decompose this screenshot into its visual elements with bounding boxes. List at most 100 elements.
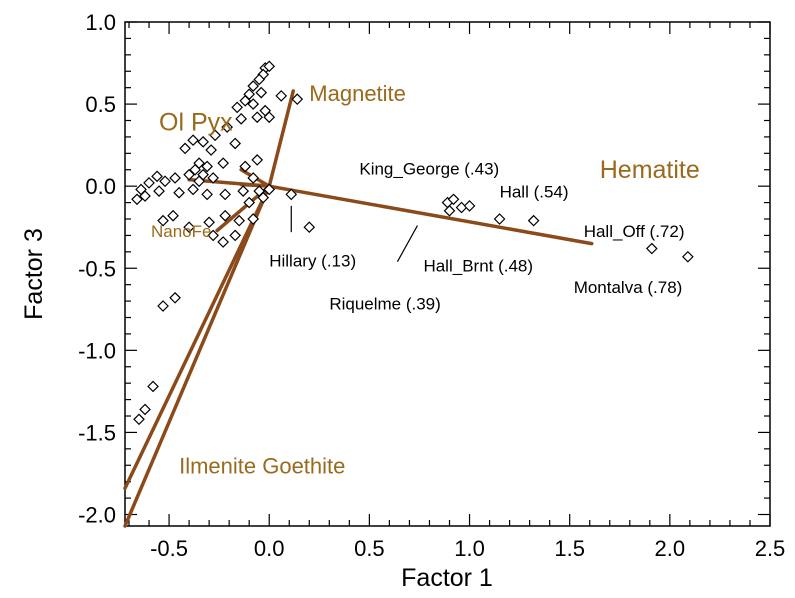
data-point (193, 175, 205, 188)
data-point (205, 144, 217, 156)
loading-vector-ilmenite (123, 184, 271, 528)
data-point (169, 291, 181, 304)
data-point (201, 160, 213, 173)
data-point (275, 90, 288, 102)
data-point (233, 214, 246, 227)
y-tick-label: 1.0 (85, 10, 116, 35)
y-tick-label: -1.0 (78, 338, 116, 363)
data-point (447, 193, 460, 206)
data-point (255, 86, 268, 99)
data-point (443, 204, 456, 217)
data-point (285, 188, 298, 201)
y-tick-label: 0.5 (85, 92, 116, 117)
data-point (183, 168, 195, 181)
site-label: Montalva (.78) (574, 278, 683, 297)
data-point (147, 380, 159, 393)
data-point (455, 201, 468, 214)
x-tick-label: 1.0 (454, 536, 485, 561)
data-point (131, 193, 143, 206)
leader-lines (290, 205, 418, 262)
data-point (189, 163, 201, 176)
leader-line (396, 225, 418, 262)
site-label: Hall (.54) (500, 183, 569, 202)
data-point (183, 221, 195, 234)
y-tick-label: -2.0 (78, 503, 116, 528)
data-point (263, 60, 276, 73)
data-point (257, 191, 270, 204)
data-point (493, 213, 506, 225)
site-label: King_George (.43) (359, 160, 499, 179)
axis-ticks (125, 21, 771, 526)
data-point (219, 209, 232, 222)
plot-frame (124, 21, 771, 527)
mineral-label: NanoFe (151, 222, 211, 241)
site-label: Hall_Off (.72) (584, 222, 685, 241)
mineral-label: Ilmenite Goethite (179, 453, 345, 478)
data-points (131, 60, 694, 426)
data-point (217, 157, 230, 170)
data-point (169, 172, 181, 184)
data-point (253, 73, 266, 86)
data-point (237, 185, 250, 197)
data-point (682, 250, 694, 263)
data-point (229, 137, 242, 150)
y-tick-label: -1.5 (78, 420, 116, 445)
data-point (251, 111, 264, 124)
x-tick-label: -0.5 (150, 536, 188, 561)
data-point (527, 214, 540, 227)
tick-labels: -0.5 0.0 0.5 1.0 1.5 2.0 2.5 1.0 0.5 0.0 -0.5 -1.0 -… (78, 10, 785, 561)
mineral-label: Hematite (600, 156, 700, 184)
data-point (157, 214, 169, 227)
site-label: Riquelme (.39) (329, 294, 441, 313)
data-point (221, 121, 234, 133)
loading-vector-hematite (267, 184, 594, 246)
data-point (173, 186, 185, 199)
data-point (187, 134, 199, 147)
data-point (247, 80, 260, 92)
data-point (231, 101, 244, 114)
data-point (167, 209, 179, 222)
x-tick-label: 0.0 (254, 536, 285, 561)
data-point (291, 93, 304, 106)
data-point (133, 413, 145, 426)
data-point (239, 160, 252, 173)
mineral-labels: Magnetite Ol Pyx Hematite NanoFe Ilmenite Go… (151, 81, 700, 479)
data-point (153, 185, 165, 197)
data-point (151, 170, 163, 183)
loading-vector-magnetite (267, 89, 296, 188)
site-label: Hall_Brnt (.48) (423, 257, 533, 276)
site-label: Hillary (.13) (269, 252, 356, 271)
loading-vector-goethite (123, 184, 271, 490)
x-tick-label: 2.5 (755, 536, 786, 561)
data-point (235, 113, 248, 125)
data-point (251, 154, 264, 166)
data-point (247, 172, 260, 184)
x-axis-title: Factor 1 (401, 564, 493, 592)
data-point (201, 188, 213, 201)
data-point (239, 94, 252, 107)
mineral-label: Ol Pyx (159, 108, 233, 136)
y-tick-label: -0.5 (78, 256, 116, 281)
data-point (143, 177, 155, 189)
x-tick-label: 1.5 (554, 536, 585, 561)
data-point (187, 183, 199, 196)
data-point (207, 172, 219, 184)
data-point (263, 183, 276, 196)
data-point (207, 229, 219, 242)
data-point (247, 98, 260, 110)
x-tick-label: 2.0 (655, 536, 686, 561)
data-point (139, 403, 151, 416)
data-point (463, 200, 476, 212)
data-point (179, 142, 191, 155)
data-point (203, 216, 215, 229)
y-axis-title: Factor 3 (20, 228, 48, 320)
data-point (243, 196, 256, 209)
data-point (219, 188, 232, 201)
data-point (303, 221, 316, 234)
y-tick-label: 0.0 (85, 174, 116, 199)
data-point (157, 300, 169, 312)
data-point (645, 242, 658, 255)
mineral-label: Magnetite (309, 81, 406, 106)
data-point (159, 175, 171, 188)
